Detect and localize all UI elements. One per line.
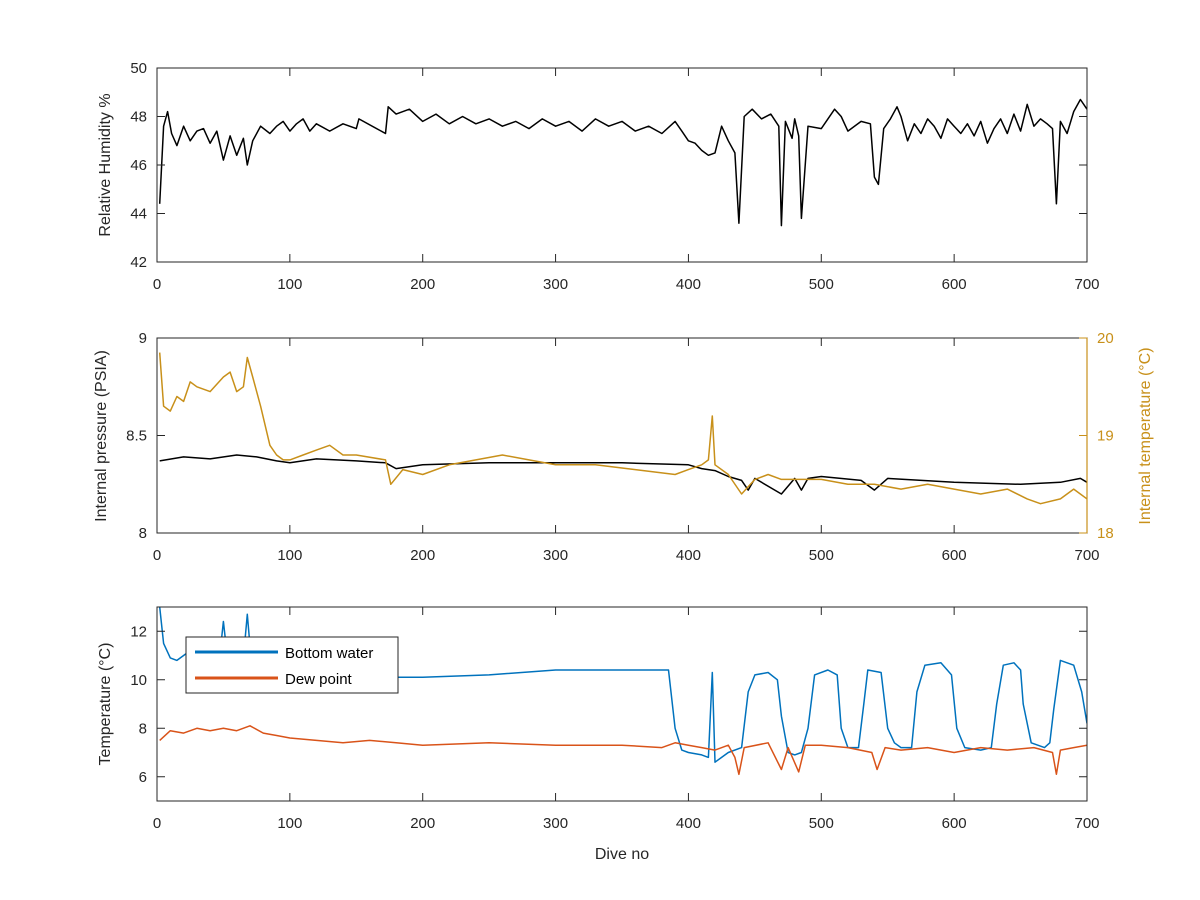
- pressure-series-1-line: [158, 352, 1087, 505]
- y-tick-label: 9: [139, 330, 147, 347]
- right-y-tick-label: 19: [1097, 428, 1114, 445]
- humidity-series-0-line: [158, 98, 1087, 227]
- y-tick-label: 12: [130, 623, 147, 640]
- x-tick-label: 500: [809, 547, 834, 564]
- x-tick-label: 600: [942, 547, 967, 564]
- x-tick-label: 600: [942, 276, 967, 293]
- x-tick-label: 0: [153, 276, 161, 293]
- x-tick-label: 700: [1074, 815, 1099, 832]
- temperature-panel: 0 100 200 300 400 500 600 700 6 8 10 12 Temperature…: [97, 606, 1100, 863]
- pressure-series-0-line: [159, 454, 1087, 495]
- x-tick-label: 600: [942, 815, 967, 832]
- x-tick-label: 700: [1074, 547, 1099, 564]
- x-tick-label: 100: [277, 815, 302, 832]
- pressure-y-axis-label: Internal pressure (PSIA): [93, 350, 110, 522]
- x-axis-label: Dive no: [595, 846, 649, 863]
- x-tick-label: 400: [676, 815, 701, 832]
- x-tick-label: 300: [543, 547, 568, 564]
- x-tick-label: 400: [676, 276, 701, 293]
- y-tick-label: 44: [130, 206, 147, 223]
- pressure-panel: 0 100 200 300 400 500 600 700 8 8.5 9 18 19 20 Intern…: [93, 330, 1154, 564]
- x-tick-label: 100: [277, 276, 302, 293]
- y-tick-label: 46: [130, 157, 147, 174]
- y-tick-label: 8: [139, 525, 147, 542]
- x-tick-label: 200: [410, 547, 435, 564]
- humidity-y-axis-label: Relative Humidity %: [97, 93, 114, 236]
- legend: Bottom water Dew point: [185, 636, 399, 694]
- x-tick-label: 500: [809, 276, 834, 293]
- y-tick-label: 42: [130, 254, 147, 271]
- right-y-tick-label: 20: [1097, 330, 1114, 347]
- bottom-water-line: [158, 607, 1087, 763]
- legend-box: [185, 636, 399, 694]
- legend-label-dew-point: Dew point: [285, 671, 353, 688]
- temperature-plot-area: [157, 607, 1087, 801]
- y-tick-label: 10: [130, 672, 147, 689]
- x-tick-label: 0: [153, 815, 161, 832]
- temperature-axes-box: [156, 606, 1088, 802]
- internal-temperature-y-axis-label: Internal temperature (°C): [1137, 347, 1154, 524]
- x-tick-label: 200: [410, 276, 435, 293]
- x-tick-label: 700: [1074, 276, 1099, 293]
- temperature-y-axis-label: Temperature (°C): [97, 643, 114, 766]
- right-y-tick-label: 18: [1097, 525, 1114, 542]
- y-tick-label: 6: [139, 769, 147, 786]
- x-tick-label: 200: [410, 815, 435, 832]
- y-tick-label: 50: [130, 60, 147, 77]
- humidity-panel: 0 100 200 300 400 500 600 700 42 44 46 48 50 Relativ…: [97, 60, 1100, 293]
- y-tick-label: 8.5: [126, 428, 147, 445]
- dew-point-line: [159, 725, 1087, 776]
- x-tick-label: 0: [153, 547, 161, 564]
- humidity-plot-area: [157, 68, 1087, 262]
- y-tick-label: 48: [130, 109, 147, 126]
- pressure-plot-area: [157, 338, 1087, 533]
- x-tick-label: 300: [543, 276, 568, 293]
- x-tick-label: 300: [543, 815, 568, 832]
- y-tick-label: 8: [139, 720, 147, 737]
- legend-label-bottom-water: Bottom water: [285, 645, 373, 662]
- x-tick-label: 400: [676, 547, 701, 564]
- x-tick-label: 500: [809, 815, 834, 832]
- x-tick-label: 100: [277, 547, 302, 564]
